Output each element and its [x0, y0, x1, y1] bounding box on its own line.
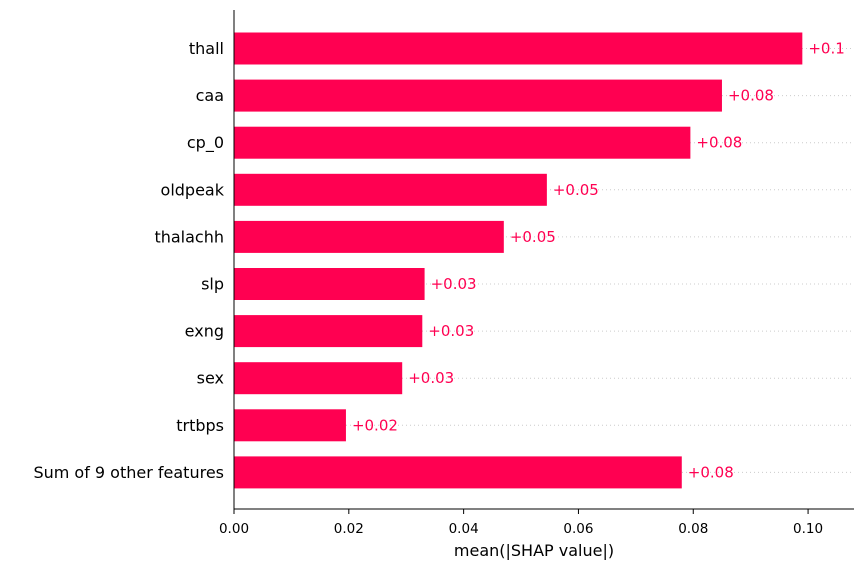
category-label: exng: [185, 322, 224, 341]
bar: [234, 456, 682, 489]
x-tick-label: 0.00: [219, 521, 249, 537]
value-label: +0.02: [352, 416, 398, 434]
x-tick-label: 0.06: [563, 521, 593, 537]
value-label: +0.03: [408, 369, 454, 387]
category-label: trtbps: [176, 416, 224, 435]
bar: [234, 409, 346, 442]
value-label: +0.05: [510, 228, 556, 246]
bar: [234, 79, 722, 112]
value-label: +0.08: [688, 463, 734, 481]
category-label: cp_0: [187, 133, 224, 153]
category-label: thall: [189, 39, 224, 58]
value-labels: +0.1 +0.08 +0.08 +0.05 +0.05 +0.03 +0.03 +0.03 +…: [352, 40, 845, 482]
bar: [234, 362, 403, 395]
value-label: +0.03: [428, 322, 474, 340]
bar: [234, 315, 423, 348]
x-tick-label: 0.08: [678, 521, 708, 537]
category-label: Sum of 9 other features: [33, 463, 224, 482]
value-label: +0.05: [553, 181, 599, 199]
category-label: oldpeak: [161, 180, 225, 199]
x-tick-label: 0.04: [449, 521, 479, 537]
bars: [234, 32, 803, 489]
value-label: +0.1: [808, 40, 844, 58]
bar: [234, 173, 547, 206]
x-axis-title: mean(|SHAP value|): [454, 541, 614, 560]
x-tick-label: 0.02: [334, 521, 364, 537]
x-axis: 0.00 0.02 0.04 0.06 0.08 0.10: [219, 508, 854, 537]
x-tick-label: 0.10: [793, 521, 823, 537]
bar: [234, 126, 691, 159]
category-label: caa: [196, 86, 224, 105]
row-guides: [234, 48, 854, 473]
bar: [234, 268, 425, 300]
category-label: sex: [197, 369, 224, 388]
value-label: +0.03: [431, 275, 477, 293]
bar: [234, 220, 504, 253]
value-label: +0.08: [696, 134, 742, 152]
category-label: slp: [201, 275, 224, 294]
bar: [234, 32, 803, 65]
value-label: +0.08: [728, 87, 774, 105]
category-label: thalachh: [154, 227, 224, 246]
